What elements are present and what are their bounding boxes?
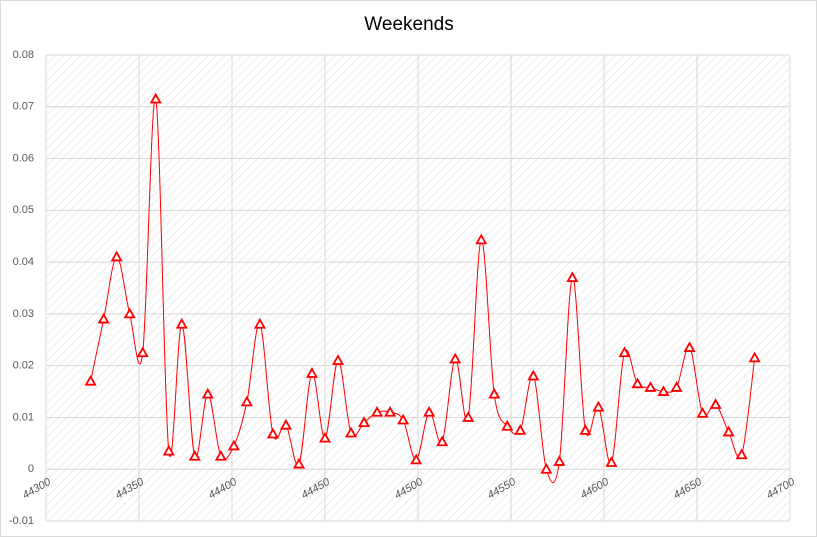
data-point	[201, 387, 214, 399]
data-point	[631, 377, 644, 389]
data-point	[305, 367, 319, 378]
data-point	[358, 416, 371, 428]
data-point	[748, 351, 761, 363]
data-point	[488, 387, 501, 399]
data-point	[110, 250, 123, 262]
data-point	[123, 307, 136, 319]
data-point	[644, 381, 657, 392]
y-tick-label: 0.02	[13, 360, 34, 372]
data-point	[475, 233, 488, 245]
y-tick-label: 0	[28, 463, 34, 475]
data-point	[579, 424, 592, 435]
data-point	[657, 385, 670, 396]
data-point	[175, 317, 188, 329]
data-point	[188, 449, 201, 461]
y-tick-label: 0.01	[13, 411, 34, 423]
data-point	[240, 395, 253, 407]
data-point	[149, 92, 162, 104]
y-tick-label: 0.06	[13, 152, 34, 164]
data-point	[371, 405, 384, 417]
data-point	[97, 312, 110, 324]
data-point	[618, 346, 631, 358]
data-point	[683, 341, 696, 352]
data-point	[605, 456, 618, 467]
data-point	[436, 435, 449, 447]
y-tick-label: 0.03	[13, 308, 34, 320]
data-point	[318, 431, 332, 443]
data-point	[514, 424, 527, 435]
data-point	[501, 419, 514, 431]
y-tick-label: 0.05	[13, 204, 34, 216]
y-tick-label: -0.01	[9, 515, 34, 527]
data-point	[722, 425, 735, 437]
data-point	[345, 426, 358, 438]
data-point	[462, 411, 475, 422]
data-point	[397, 413, 410, 425]
data-point	[670, 381, 683, 392]
chart-title: Weekends	[364, 14, 453, 35]
data-point	[423, 405, 436, 417]
data-point	[566, 271, 579, 283]
data-point	[253, 317, 266, 329]
data-point	[292, 457, 305, 469]
data-point	[384, 405, 397, 417]
data-point	[162, 444, 175, 456]
data-point	[266, 427, 279, 439]
y-tick-label: 0.08	[13, 49, 34, 61]
data-point	[227, 439, 240, 451]
data-point	[592, 400, 605, 412]
data-point	[214, 449, 227, 461]
data-point	[410, 453, 423, 465]
data-point	[553, 455, 566, 466]
y-tick-label: 0.07	[13, 101, 34, 113]
data-point	[696, 406, 709, 418]
data-point	[84, 374, 97, 386]
data-point	[136, 346, 149, 358]
data-point	[279, 418, 292, 430]
data-point	[540, 462, 553, 474]
y-tick-label: 0.04	[13, 256, 34, 268]
data-point	[449, 352, 462, 364]
data-point	[735, 448, 748, 460]
data-point	[331, 354, 345, 365]
data-point	[527, 369, 540, 381]
data-point	[709, 398, 722, 409]
